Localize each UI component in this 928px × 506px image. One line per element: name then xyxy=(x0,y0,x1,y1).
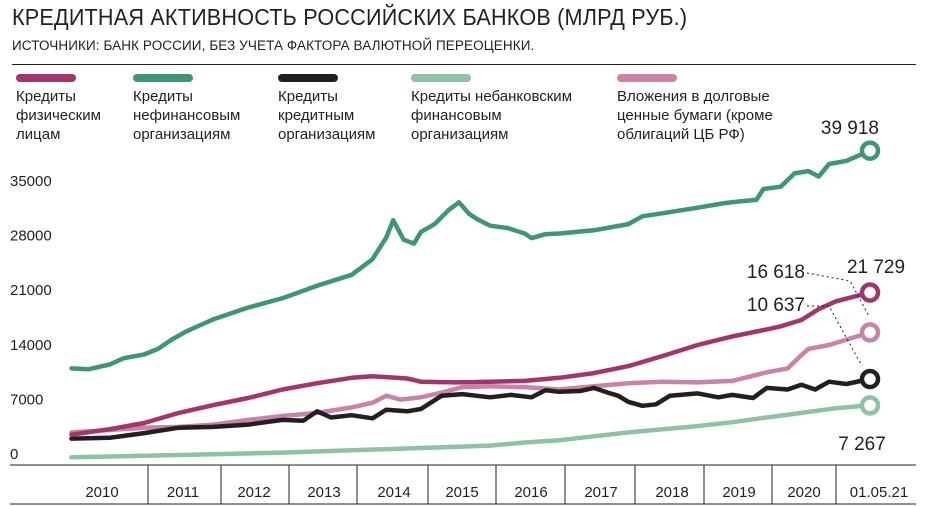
end-value-label: 21 729 xyxy=(847,257,905,278)
chart-subtitle: ИСТОЧНИКИ: БАНК РОССИИ, БЕЗ УЧЕТА ФАКТОР… xyxy=(12,38,535,53)
legend-label: финансовым xyxy=(411,107,502,124)
y-tick-label: 14000 xyxy=(10,337,52,354)
legend-label: нефинансовым xyxy=(133,107,240,124)
x-tick-label: 2011 xyxy=(167,484,199,501)
endpoint-marker xyxy=(859,368,881,390)
y-tick-label: 35000 xyxy=(10,173,52,190)
series-line xyxy=(69,148,873,372)
legend-label: организациям xyxy=(133,126,230,143)
series-line xyxy=(69,403,873,460)
x-tick-label: 2012 xyxy=(237,484,270,501)
end-value-label: 10 637 xyxy=(747,295,805,316)
legend-label: организациям xyxy=(278,126,375,143)
legend-label: Кредиты xyxy=(278,88,338,105)
y-tick-label: 7000 xyxy=(10,391,43,408)
callout-leader xyxy=(806,272,870,317)
legend-label: облигаций ЦБ РФ) xyxy=(617,126,745,143)
endpoint-marker xyxy=(859,395,881,416)
callout-leader xyxy=(807,305,863,367)
legend-label: Кредиты xyxy=(16,88,76,105)
x-tick-label: 2016 xyxy=(514,484,547,501)
x-tick-label: 01.05.21 xyxy=(850,484,908,501)
x-tick-label: 2019 xyxy=(722,484,755,501)
series-line xyxy=(69,376,873,441)
x-tick-label: 2017 xyxy=(584,484,617,501)
endpoint-marker xyxy=(859,322,881,343)
x-tick-label: 2013 xyxy=(307,484,340,501)
end-value-label: 39 918 xyxy=(821,118,879,139)
header-divider xyxy=(12,64,916,65)
legend-label: организациям xyxy=(411,126,508,143)
legend-label: кредитным xyxy=(278,107,354,124)
chart-title: КРЕДИТНАЯ АКТИВНОСТЬ РОССИЙСКИХ БАНКОВ (… xyxy=(12,4,688,30)
end-value-label: 16 618 xyxy=(747,262,805,283)
x-tick-label: 2014 xyxy=(377,484,410,501)
x-tick-label: 2015 xyxy=(445,484,478,501)
x-tick-label: 2018 xyxy=(655,484,688,501)
series-line xyxy=(69,290,873,437)
x-tick-label: 2020 xyxy=(787,484,820,501)
y-tick-label: 28000 xyxy=(10,228,52,245)
legend-label: Кредиты xyxy=(133,88,193,105)
legend-label: Кредиты небанковским xyxy=(411,88,572,105)
endpoint-marker xyxy=(859,282,881,303)
end-value-label: 7 267 xyxy=(838,434,886,455)
legend-label: ценные бумаги (кроме xyxy=(617,107,773,124)
y-tick-label: 21000 xyxy=(10,282,52,299)
x-tick-label: 2010 xyxy=(85,484,118,501)
y-tick-label: 0 xyxy=(10,446,18,463)
endpoint-marker xyxy=(859,140,881,161)
legend-label: Вложения в долговые xyxy=(617,88,770,105)
legend-label: физическим xyxy=(16,107,101,124)
series-line xyxy=(69,330,873,435)
legend-label: лицам xyxy=(16,126,60,143)
